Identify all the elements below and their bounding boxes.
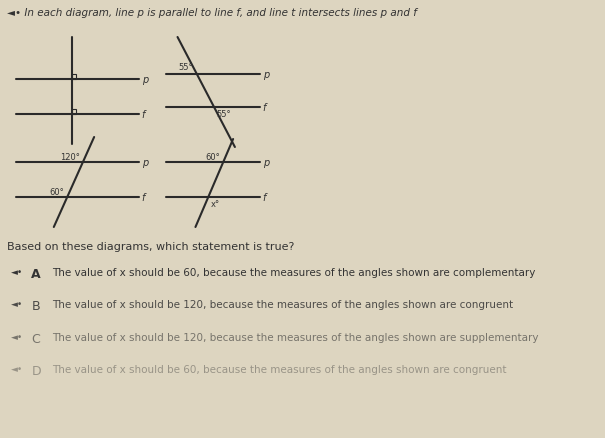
Text: The value of x should be 60, because the measures of the angles shown are congru: The value of x should be 60, because the… bbox=[52, 364, 506, 374]
Text: f: f bbox=[142, 193, 145, 202]
Text: 55°: 55° bbox=[217, 110, 231, 119]
Text: The value of x should be 60, because the measures of the angles shown are comple: The value of x should be 60, because the… bbox=[52, 267, 535, 277]
Text: D: D bbox=[31, 364, 41, 377]
Text: 60°: 60° bbox=[206, 153, 221, 162]
Text: f: f bbox=[142, 110, 145, 120]
Text: 60°: 60° bbox=[50, 187, 65, 197]
Text: ◄• In each diagram, line p is parallel to line f, and line t intersects lines p : ◄• In each diagram, line p is parallel t… bbox=[7, 8, 417, 18]
Bar bbox=[72, 110, 76, 115]
Text: A: A bbox=[31, 267, 41, 280]
Text: f: f bbox=[263, 103, 266, 113]
Text: The value of x should be 120, because the measures of the angles shown are congr: The value of x should be 120, because th… bbox=[52, 299, 513, 309]
Text: Based on these diagrams, which statement is true?: Based on these diagrams, which statement… bbox=[7, 241, 295, 251]
Text: p: p bbox=[142, 75, 148, 85]
Text: 55°: 55° bbox=[178, 63, 193, 72]
Text: ◄•: ◄• bbox=[11, 299, 23, 308]
Text: 120°: 120° bbox=[60, 153, 80, 162]
Text: p: p bbox=[263, 70, 269, 80]
Text: p: p bbox=[142, 158, 148, 168]
Text: The value of x should be 120, because the measures of the angles shown are suppl: The value of x should be 120, because th… bbox=[52, 332, 538, 342]
Text: C: C bbox=[31, 332, 40, 345]
Text: ◄•: ◄• bbox=[11, 332, 23, 341]
Text: x°: x° bbox=[211, 200, 220, 208]
Text: ◄•: ◄• bbox=[11, 364, 23, 373]
Bar bbox=[72, 75, 76, 80]
Text: ◄•: ◄• bbox=[11, 267, 23, 276]
Text: f: f bbox=[263, 193, 266, 202]
Text: B: B bbox=[31, 299, 40, 312]
Text: p: p bbox=[263, 158, 269, 168]
